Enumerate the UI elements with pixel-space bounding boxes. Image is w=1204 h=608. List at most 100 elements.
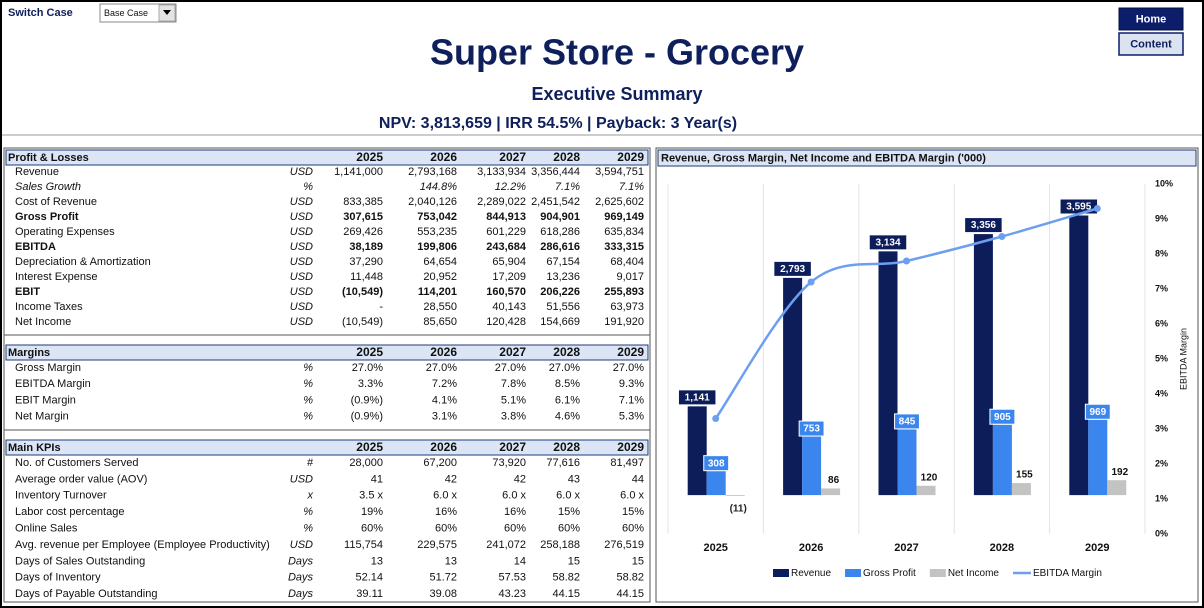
x-tick-label: 2027 [894,542,918,554]
cell-value: 5.3% [619,411,644,423]
row-unit: Days [288,555,314,567]
cell-value: 2,793,168 [408,166,457,178]
cell-value: 199,806 [417,241,457,253]
data-label: (11) [730,503,747,514]
cell-value: 5.1% [501,394,526,406]
row-unit: % [303,411,313,423]
row-unit: USD [290,256,313,268]
row-unit: USD [290,301,313,313]
row-unit: USD [290,226,313,238]
table-header-year: 2027 [499,150,526,164]
row-unit: USD [290,539,313,551]
data-label: 905 [994,412,1011,423]
button-label[interactable]: Home [1136,13,1167,25]
cell-value: 60% [504,523,526,535]
table-header-year: 2027 [499,345,526,359]
cell-value: 269,426 [343,226,383,238]
cell-value: 753,042 [417,211,457,223]
row-label: Revenue [15,166,59,178]
cell-value: 969,149 [604,211,644,223]
row-label: Net Margin [15,411,69,423]
row-label: Days of Payable Outstanding [15,588,157,600]
row-unit: % [303,394,313,406]
row-unit: % [303,506,313,518]
button-bg[interactable] [1118,32,1184,56]
y2-axis-title: EBITDA Margin [1178,328,1188,390]
cell-value: 8.5% [555,378,580,390]
line-marker [1093,205,1101,212]
y2-tick-label: 5% [1155,353,1168,363]
cell-value: 27.0% [426,362,457,374]
chart-panel [655,147,1199,603]
cell-value: 1,141,000 [334,166,383,178]
tables-panel [3,147,651,603]
table-header-year: 2028 [553,150,580,164]
home-button[interactable]: Home [1118,7,1184,31]
cell-value: 15% [622,506,644,518]
button-label[interactable]: Content [1130,38,1172,50]
cell-value: 68,404 [610,256,644,268]
cell-value: 52.14 [355,572,383,584]
cell-value: 191,920 [604,316,644,328]
cell-value: 618,286 [540,226,580,238]
x-tick-label: 2025 [703,542,727,554]
cell-value: 904,901 [540,211,580,223]
data-label: 120 [921,472,938,483]
table-header-year: 2028 [553,345,580,359]
cell-value: 51,556 [546,301,580,313]
cell-value: 243,684 [486,241,527,253]
table-header-year: 2028 [553,440,580,454]
y2-tick-label: 10% [1155,178,1173,188]
button-bg[interactable] [1118,7,1184,31]
row-unit: # [307,457,314,469]
cell-value: 39.08 [429,588,457,600]
cell-value: 307,615 [343,211,383,223]
row-unit: x [307,490,314,502]
cell-value: 58.82 [552,572,580,584]
row-unit: USD [290,166,313,178]
cell-value: 2,625,602 [595,196,644,208]
cell-value: 6.0 x [502,490,526,502]
cell-value: (0.9%) [351,394,383,406]
cell-value: 4.6% [555,411,580,423]
row-label: Days of Sales Outstanding [15,555,145,567]
table-header-year: 2025 [356,345,383,359]
bar [878,251,898,496]
row-unit: USD [290,211,313,223]
legend-swatch [845,569,862,577]
row-label: Cost of Revenue [15,196,97,208]
content-button[interactable]: Content [1118,32,1184,56]
row-unit: USD [290,316,313,328]
case-selector[interactable]: Base Case [99,3,177,23]
bar [1107,480,1127,496]
dropdown-box[interactable] [99,3,177,23]
table-header-label: Margins [8,347,50,359]
cell-value: 27.0% [613,362,644,374]
cell-value: 60% [361,523,383,535]
cell-value: 27.0% [549,362,580,374]
cell-value: 57.53 [498,572,526,584]
cell-value: 13 [445,555,457,567]
table-header-band [5,439,649,456]
cell-value: 3.8% [501,411,526,423]
cell-value: 6.1% [555,394,580,406]
table-header-year: 2026 [430,440,457,454]
table-header-label: Main KPIs [8,442,61,454]
row-label: Inventory Turnover [15,490,107,502]
cell-value: 635,834 [604,226,644,238]
cell-value: 39.11 [356,588,383,600]
y2-tick-label: 2% [1155,458,1168,468]
dropdown-arrow[interactable] [163,10,171,15]
cell-value: 42 [445,473,457,485]
data-label-bg [677,389,717,406]
data-label: 155 [1016,470,1033,481]
row-label: Labor cost percentage [15,506,124,518]
cell-value: 844,913 [486,211,526,223]
dropdown-value[interactable]: Base Case [104,8,148,18]
data-label: 192 [1111,467,1128,478]
cell-value: 28,550 [423,301,457,313]
x-tick-label: 2028 [990,542,1014,554]
cell-value: 3,133,934 [477,166,526,178]
data-label-bg [1084,403,1111,420]
